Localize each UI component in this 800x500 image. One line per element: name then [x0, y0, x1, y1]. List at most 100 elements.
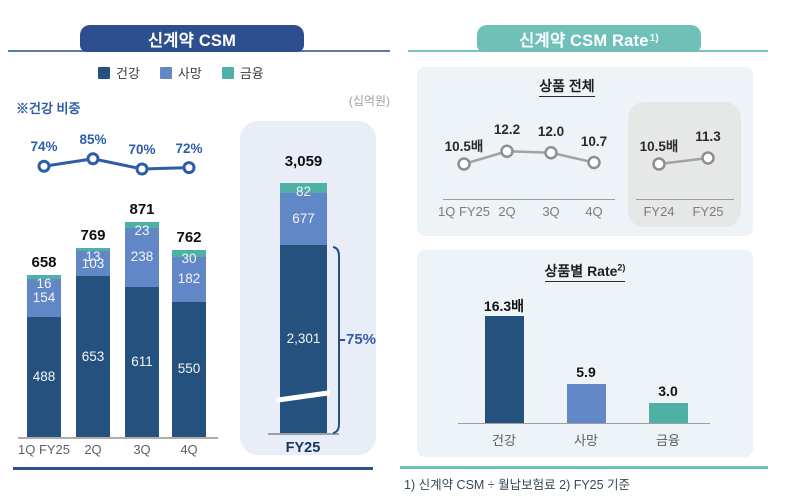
bar-total-value: 769	[80, 226, 106, 244]
right-panel-title: 신계약 CSM Rate 1)	[477, 25, 701, 52]
rate-quarterly-tick: 3Q	[542, 204, 560, 219]
legend-item-health: 건강	[98, 63, 140, 82]
rate-quarterly-tick: 2Q	[498, 204, 516, 219]
bar-segment-value: 154	[32, 290, 56, 305]
fy25-bar-axis	[268, 433, 339, 435]
legend-label-health: 건강	[116, 66, 140, 81]
x-tick-label: 2Q	[84, 442, 102, 457]
bar-segment-value: 182	[177, 271, 201, 287]
line-marker-icon	[182, 161, 196, 175]
bar-segment-건강	[76, 276, 110, 437]
x-tick-label: 4Q	[180, 442, 198, 457]
rate-total-title-text: 상품 전체	[539, 78, 595, 97]
health-share-value: 74%	[30, 139, 58, 155]
fy25-segment-건강	[280, 245, 327, 433]
rate-annual-tick: FY24	[643, 204, 675, 219]
bar-segment-value: 550	[177, 361, 201, 377]
bar-segment-사망	[76, 251, 110, 277]
health-swatch-icon	[98, 66, 110, 79]
health-share-note: ※건강 비중	[16, 101, 81, 116]
bar-segment-value: 238	[130, 249, 154, 265]
unit-label: (십억원)	[348, 94, 390, 108]
product-bar-value: 5.9	[576, 364, 596, 381]
bar-segment-금융	[125, 222, 159, 229]
product-bar-사망	[566, 384, 606, 423]
legend-label-death: 사망	[177, 66, 202, 81]
rate-quarterly-tick: 4Q	[585, 204, 603, 219]
legend-item-death: 사망	[159, 63, 202, 82]
death-swatch-icon	[159, 66, 172, 79]
product-bar-금융	[648, 403, 688, 423]
legend: 건강 사망 금융	[98, 63, 264, 82]
legend-item-finance: 금융	[221, 63, 264, 82]
bar-segment-건강	[27, 316, 61, 437]
product-bar-value: 16.3배	[483, 298, 525, 315]
rate-product-title-footref: 2)	[617, 262, 626, 273]
health-share-value: 85%	[79, 131, 107, 147]
fy25-segment-금융	[280, 183, 327, 193]
rate-annual-axis	[636, 199, 734, 200]
bar-segment-value: 611	[131, 353, 153, 369]
health-share-fy25-annotation: 75%	[346, 331, 377, 348]
bar-segment-value: 23	[134, 223, 150, 239]
bar-total-value: 762	[176, 228, 202, 246]
health-share-value: 70%	[128, 142, 156, 157]
left-panel-title-text: 신계약 CSM	[147, 31, 237, 50]
bar-segment-건강	[172, 301, 206, 437]
bar-segment-금융	[27, 275, 61, 280]
product-tick-label: 사망	[574, 433, 598, 448]
rate-annual-value: 11.3	[695, 129, 721, 144]
right-panel-title-text: 신계약 CSM Rate	[519, 31, 649, 50]
bar-segment-value: 653	[81, 348, 105, 364]
rate-quarterly-value: 12.0	[537, 123, 565, 139]
bar-segment-사망	[172, 256, 206, 302]
line-series-path	[42, 157, 191, 171]
fy25-segment-사망	[280, 193, 327, 245]
rate-quarterly-value: 10.5배	[444, 139, 484, 154]
left-bar-axis	[18, 437, 218, 439]
bar-segment-value: 16	[36, 276, 52, 292]
finance-swatch-icon	[221, 66, 234, 79]
fy25-total-value: 3,059	[284, 153, 323, 170]
bar-segment-value: 103	[81, 255, 105, 271]
fy25-category-label: FY25	[285, 440, 321, 456]
product-bar-건강	[484, 316, 524, 423]
rate-quarterly-value: 10.7	[580, 133, 608, 149]
bar-segment-금융	[172, 249, 206, 257]
product-bar-value: 3.0	[658, 383, 678, 400]
bar-total-value: 658	[31, 254, 57, 272]
rate-product-axis	[458, 423, 710, 424]
line-marker-icon	[86, 152, 100, 166]
legend-label-finance: 금융	[239, 66, 264, 81]
bar-total-value: 871	[129, 201, 155, 219]
rate-total-title: 상품 전체	[457, 76, 677, 97]
rate-quarterly-value: 12.2	[493, 122, 521, 138]
bar-segment-value: 13	[85, 248, 101, 264]
bar-segment-value: 30	[181, 250, 197, 266]
rate-quarterly-axis	[443, 199, 615, 200]
bar-segment-금융	[76, 247, 110, 251]
rate-product-title: 상품별 Rate2)	[450, 261, 720, 282]
fy25-segment-value: 82	[295, 184, 312, 199]
x-tick-label: 1Q FY25	[17, 442, 71, 457]
line-marker-icon	[37, 159, 51, 173]
footnote: 1) 신계약 CSM ÷ 월납보험료 2) FY25 기준	[404, 478, 631, 492]
left-panel-title: 신계약 CSM	[80, 25, 304, 52]
bar-segment-value: 488	[32, 368, 56, 384]
product-tick-label: 금융	[656, 433, 680, 448]
health-share-value: 72%	[175, 140, 203, 156]
left-footer-line	[13, 467, 373, 470]
bar-segment-사망	[27, 279, 61, 317]
rate-product-title-text: 상품별 Rate	[544, 263, 618, 279]
rate-quarterly-tick: 1Q FY25	[437, 204, 491, 219]
x-tick-label: 3Q	[133, 442, 151, 457]
right-footer-line	[400, 466, 768, 469]
fy25-segment-value: 2,301	[286, 331, 321, 346]
line-marker-icon	[135, 162, 149, 176]
product-tick-label: 건강	[492, 433, 516, 448]
rate-annual-tick: FY25	[692, 204, 724, 219]
bar-segment-사망	[125, 228, 159, 287]
right-panel-title-footref: 1)	[649, 33, 659, 44]
fy25-segment-value: 677	[292, 211, 315, 226]
